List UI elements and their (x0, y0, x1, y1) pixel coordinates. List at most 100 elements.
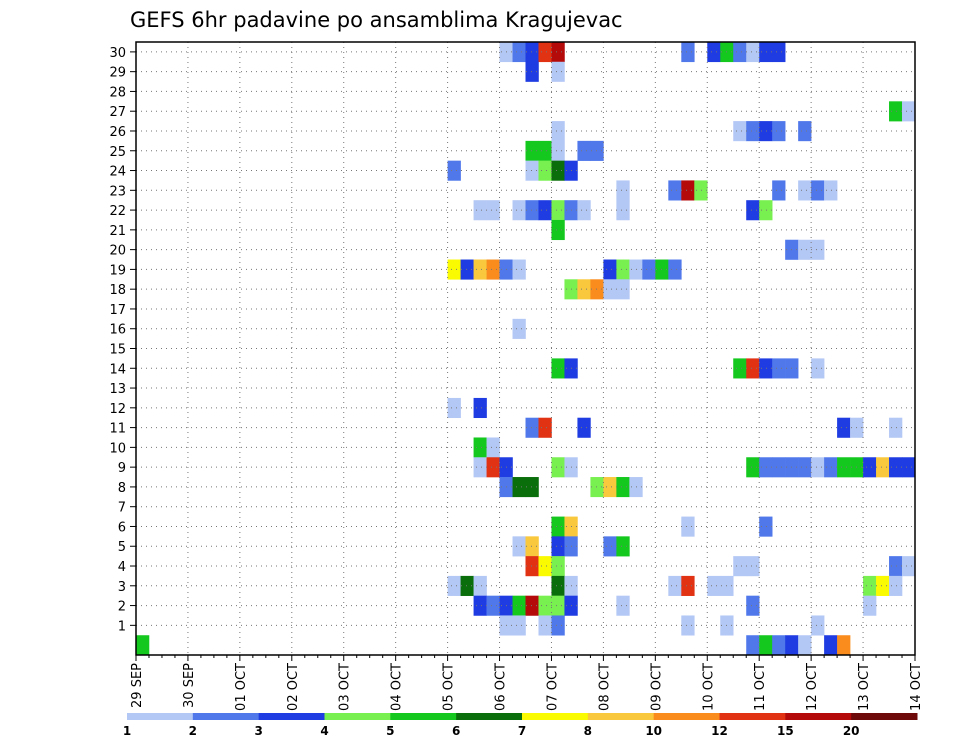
y-tick-label: 11 (109, 422, 126, 437)
heatmap-cell (577, 279, 591, 300)
colorbar-tick-label: 4 (320, 724, 328, 738)
heatmap-cell (824, 635, 838, 656)
heatmap-cell (811, 180, 825, 201)
colorbar-tick-label: 6 (452, 724, 460, 738)
y-tick-label: 29 (109, 66, 126, 81)
heatmap-cell (616, 180, 630, 201)
colorbar-swatch (653, 713, 720, 720)
heatmap-cell (889, 556, 903, 577)
colorbar-swatch (719, 713, 786, 720)
heatmap-cell (512, 259, 526, 280)
heatmap-cell (616, 259, 630, 280)
heatmap-cell (577, 417, 591, 438)
heatmap-cell (889, 575, 903, 596)
heatmap-cell (603, 279, 617, 300)
heatmap-cell (798, 121, 812, 142)
heatmap-cell (551, 140, 565, 161)
heatmap-cell (798, 457, 812, 478)
x-tick-label: 05 OCT (442, 663, 457, 711)
heatmap-cell (577, 200, 591, 221)
heatmap-cell (772, 42, 786, 63)
y-tick-label: 12 (109, 402, 126, 417)
heatmap-cell (798, 239, 812, 260)
heatmap-cell (772, 180, 786, 201)
y-tick-label: 17 (109, 303, 126, 318)
heatmap-cell (616, 595, 630, 616)
plot-frame (135, 41, 916, 656)
heatmap-cell (460, 575, 474, 596)
heatmap-cell (902, 101, 916, 122)
heatmap-cell (447, 259, 461, 280)
heatmap-cell (759, 358, 773, 379)
heatmap-cell (889, 101, 903, 122)
y-tick-label: 20 (109, 244, 126, 259)
heatmap-cell (525, 556, 539, 577)
colorbar-swatch (324, 713, 391, 720)
heatmap-cell (538, 160, 552, 181)
colorbar-swatch (127, 713, 194, 720)
colorbar-swatch (522, 713, 589, 720)
heatmap-cell (486, 437, 500, 458)
y-tick-label: 28 (109, 85, 126, 100)
heatmap-cell (889, 417, 903, 438)
y-tick-label: 8 (118, 481, 126, 496)
heatmap-cell (902, 556, 916, 577)
heatmap-cell (551, 121, 565, 142)
heatmap-cell (772, 121, 786, 142)
colorbar-tick-label: 15 (777, 724, 794, 738)
heatmap-cell (876, 457, 890, 478)
heatmap-cell (538, 615, 552, 636)
colorbar-tick-label: 1 (123, 724, 131, 738)
heatmap-cell (551, 575, 565, 596)
colorbar-tick-label: 3 (254, 724, 262, 738)
x-tick-label: 02 OCT (286, 663, 301, 711)
colorbar-tick-label: 2 (189, 724, 197, 738)
y-tick-label: 23 (109, 184, 126, 199)
heatmap-cell (772, 358, 786, 379)
heatmap-cell (902, 457, 916, 478)
y-tick-label: 14 (109, 362, 126, 377)
heatmap-cell (486, 457, 500, 478)
heatmap-cell (551, 556, 565, 577)
y-tick-label: 27 (109, 105, 126, 120)
heatmap-cell (876, 575, 890, 596)
heatmap-cell (551, 200, 565, 221)
y-tick-label: 30 (109, 46, 126, 61)
heatmap-cell (681, 615, 695, 636)
heatmap-cell (733, 121, 747, 142)
heatmap-cell (525, 200, 539, 221)
heatmap-cell (473, 259, 487, 280)
heatmap-cell (681, 42, 695, 63)
colorbar-swatch (851, 713, 918, 720)
y-tick-label: 3 (118, 580, 126, 595)
heatmap-cell (486, 595, 500, 616)
heatmap-cell (590, 477, 604, 498)
colorbar-swatch (587, 713, 655, 720)
heatmap-cell (512, 318, 526, 339)
heatmap-cell (863, 575, 877, 596)
heatmap-cell (551, 358, 565, 379)
heatmap-cell (538, 556, 552, 577)
heatmap-cell (759, 457, 773, 478)
y-tick-label: 6 (118, 520, 126, 535)
x-tick-label: 10 OCT (701, 663, 716, 711)
heatmap-cell (746, 457, 760, 478)
heatmap-cell (551, 160, 565, 181)
chart-title: GEFS 6hr padavine po ansamblima Kragujev… (130, 8, 623, 32)
heatmap-cell (798, 180, 812, 201)
heatmap-cell (512, 595, 526, 616)
heatmap-cell (733, 556, 747, 577)
heatmap-cell (512, 42, 526, 63)
colorbar-tick-label: 12 (711, 724, 728, 738)
heatmap-cell (746, 42, 760, 63)
heatmap-cell (551, 219, 565, 241)
chart-grid (136, 42, 915, 655)
heatmap-cell (590, 140, 604, 161)
x-axis: 29 SEP 30 SEP 01 OCT 02 OCT 03 OCT 04 OCT 05 O… (130, 655, 924, 711)
heatmap-cell (746, 635, 760, 656)
heatmap-cell (616, 477, 630, 498)
heatmap-cell (863, 595, 877, 616)
heatmap-cell (551, 42, 565, 63)
x-tick-label: 09 OCT (649, 663, 664, 711)
heatmap-cell (577, 140, 591, 161)
